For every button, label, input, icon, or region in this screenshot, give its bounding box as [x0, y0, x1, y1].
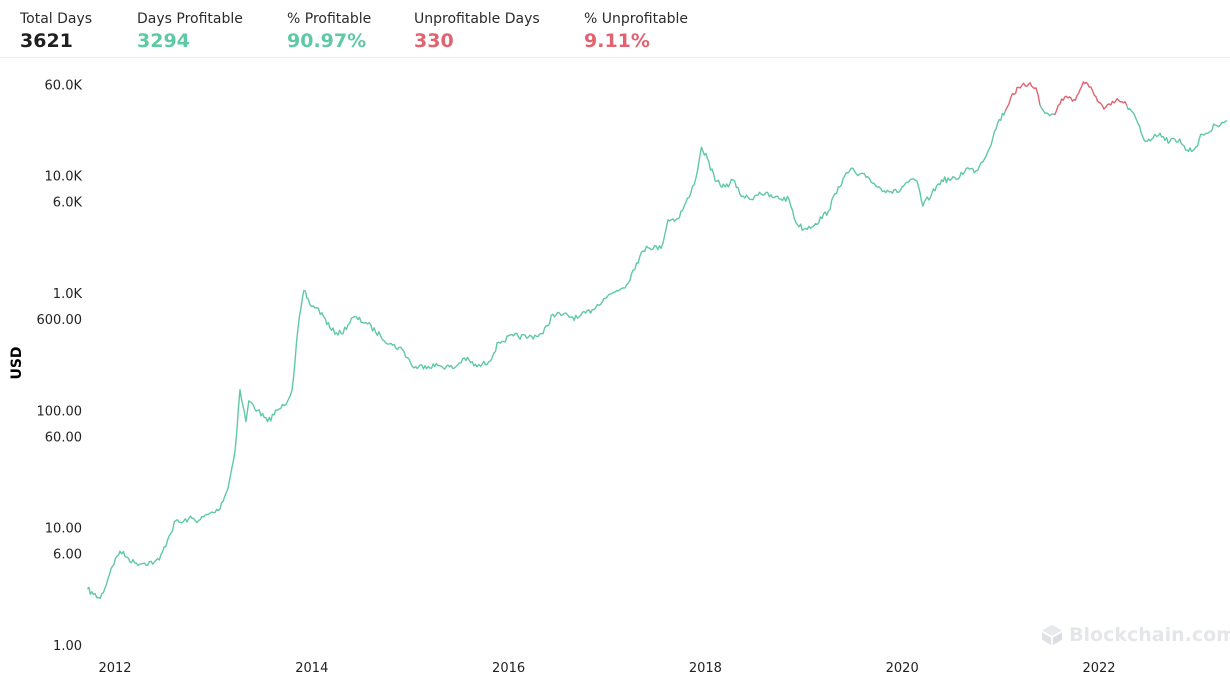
- stat-value: 9.11%: [584, 30, 650, 52]
- x-tick-label: 2018: [689, 661, 722, 676]
- y-tick-label: 1.0K: [53, 287, 83, 302]
- watermark: Blockchain.com: [1041, 624, 1230, 646]
- series-line-unprofitable: [1004, 82, 1041, 111]
- stats-bar: Total Days 3621 Days Profitable 3294 % P…: [0, 0, 1230, 58]
- stat-value: 3621: [20, 30, 73, 52]
- stat-value: 330: [414, 30, 454, 52]
- y-tick-label: 60.00: [45, 430, 82, 445]
- y-axis: 1.00 6.00 10.00 60.00 100.00 600.00 1.0K 6.0K 10…: [37, 78, 83, 654]
- x-axis: 2012 2014 2016 2018 2020 2022: [98, 661, 1115, 676]
- y-tick-label: 6.0K: [53, 196, 83, 211]
- y-tick-label: 100.00: [37, 404, 83, 419]
- x-tick-label: 2016: [492, 661, 525, 676]
- series-line-profitable: [1125, 104, 1228, 153]
- y-tick-label: 600.00: [37, 313, 83, 328]
- stat-label: Unprofitable Days: [414, 11, 540, 27]
- x-tick-label: 2014: [295, 661, 328, 676]
- y-tick-label: 1.00: [53, 639, 82, 654]
- y-tick-label: 6.00: [53, 548, 82, 563]
- stat-value: 90.97%: [287, 30, 367, 52]
- stat-label: Total Days: [20, 11, 93, 27]
- price-series: [86, 81, 1228, 599]
- stat-value: 3294: [137, 30, 190, 52]
- x-tick-label: 2022: [1082, 661, 1115, 676]
- stat-unprofitable-days: Unprofitable Days 330: [414, 10, 540, 53]
- stat-percent-unprofitable: % Unprofitable 9.11%: [584, 10, 688, 53]
- stat-days-profitable: Days Profitable 3294: [137, 10, 243, 53]
- stat-total-days: Total Days 3621: [20, 10, 92, 53]
- watermark-text: Blockchain.com: [1069, 624, 1230, 646]
- series-line-profitable: [1039, 104, 1056, 117]
- y-tick-label: 10.00: [45, 522, 82, 537]
- x-tick-label: 2012: [98, 661, 131, 676]
- stat-percent-profitable: % Profitable 90.97%: [287, 10, 371, 53]
- series-line-unprofitable: [1054, 81, 1128, 116]
- stat-label: % Unprofitable: [584, 11, 689, 27]
- y-tick-label: 60.0K: [45, 78, 83, 93]
- blockchain-logo-icon: [1041, 624, 1063, 646]
- series-line-profitable: [86, 110, 1007, 599]
- x-tick-label: 2020: [886, 661, 919, 676]
- y-tick-label: 10.0K: [45, 170, 83, 185]
- y-axis-title: USD: [9, 346, 25, 379]
- stat-label: Days Profitable: [137, 11, 243, 27]
- stat-label: % Profitable: [287, 11, 372, 27]
- price-chart[interactable]: USD 1.00 6.00 10.00 60.00 100.00 600.00 1.0K 6.…: [0, 58, 1230, 686]
